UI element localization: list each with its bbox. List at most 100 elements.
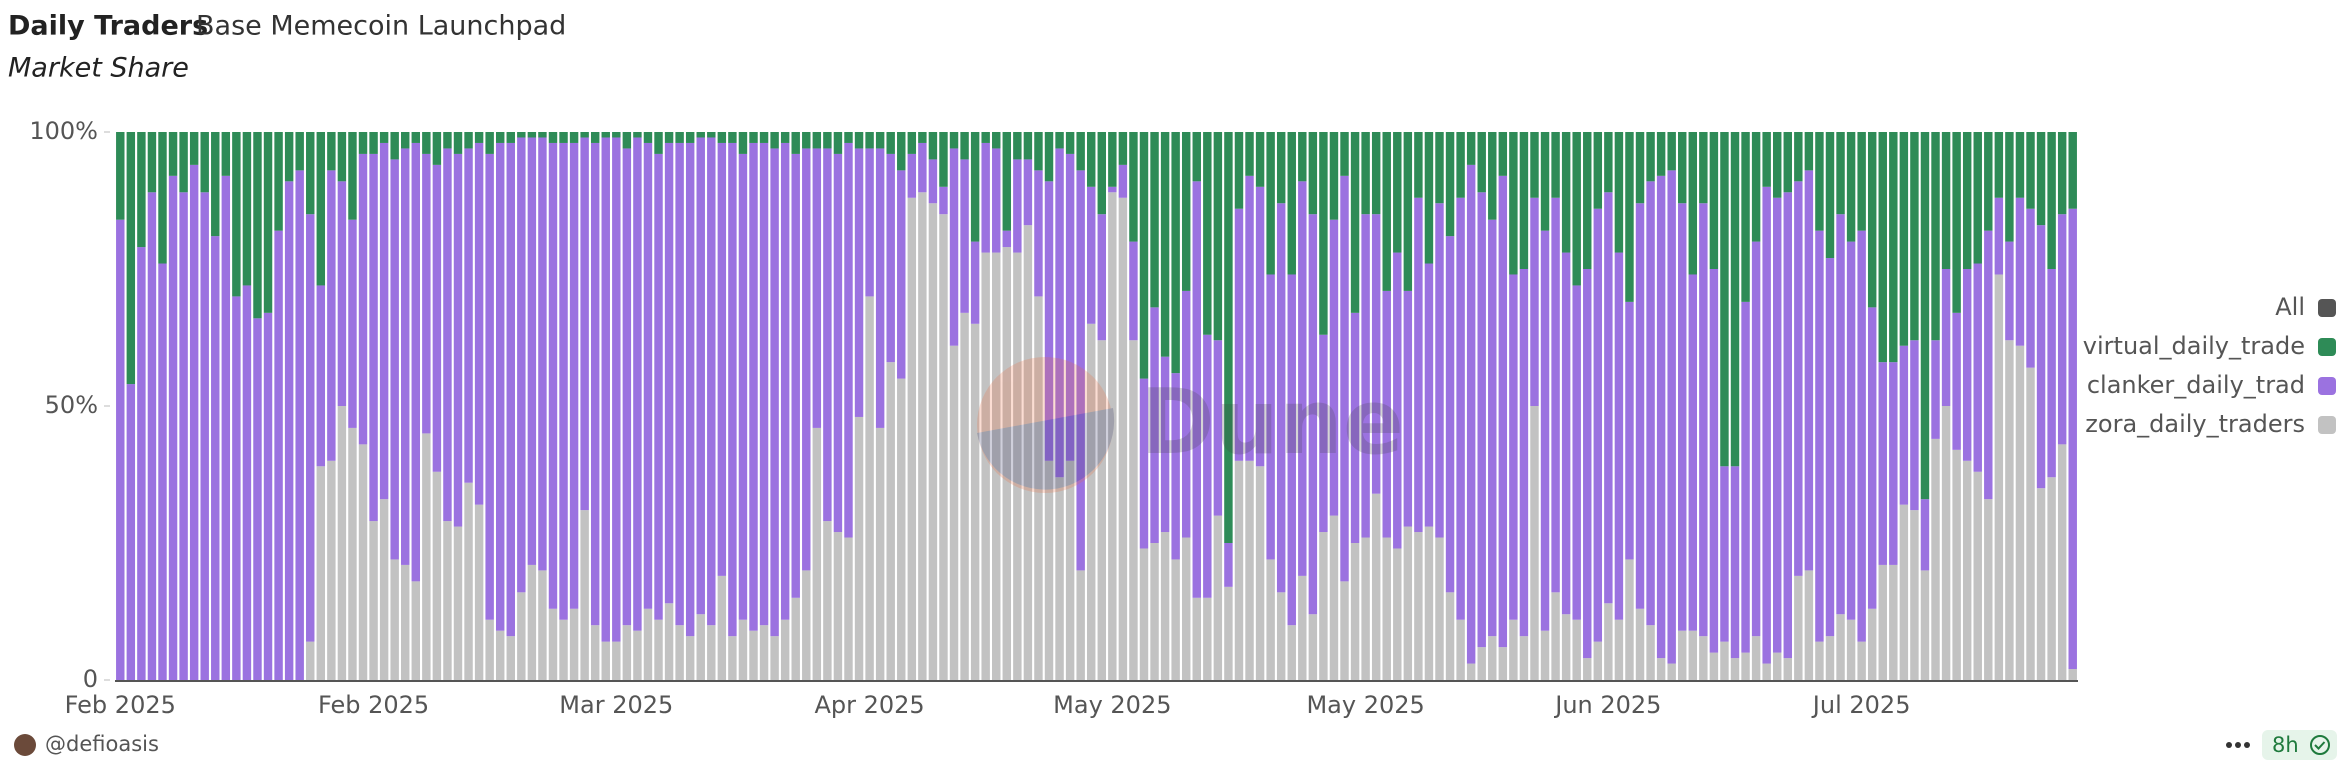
- bar-segment: [1276, 203, 1286, 593]
- bar-segment: [316, 466, 326, 680]
- bar-segment: [158, 263, 167, 680]
- bar-segment: [1583, 269, 1592, 659]
- bar-segment: [1899, 132, 1909, 346]
- bar-segment: [1920, 132, 1930, 500]
- bar-segment: [337, 181, 347, 406]
- bar-segment: [263, 312, 273, 680]
- bar-segment: [1941, 269, 1951, 406]
- bar-segment: [1730, 132, 1740, 467]
- bar-segment: [685, 142, 695, 637]
- bar-segment: [1213, 515, 1223, 680]
- bar-segment: [1234, 208, 1244, 461]
- bar-segment: [1192, 132, 1201, 182]
- bar-segment: [823, 521, 832, 680]
- bar-segment: [116, 132, 125, 220]
- bar-segment: [253, 132, 262, 319]
- bar-segment: [981, 252, 990, 680]
- bar-segment: [1445, 592, 1455, 680]
- bar-segment: [1181, 290, 1191, 538]
- bar-segment: [1340, 132, 1349, 176]
- bar-segment: [1234, 460, 1244, 680]
- bar-segment: [833, 153, 843, 533]
- bar-segment: [559, 132, 568, 143]
- bar-segment: [1709, 652, 1719, 680]
- bar-segment: [379, 499, 389, 680]
- bar-segment: [1678, 203, 1687, 631]
- bar-segment: [453, 132, 463, 154]
- bar-segment: [200, 132, 209, 193]
- bar-segment: [1772, 652, 1782, 680]
- bar-segment: [580, 137, 589, 511]
- bar-segment: [580, 510, 589, 680]
- bar-segment: [485, 153, 494, 620]
- bar-segment: [1583, 658, 1592, 680]
- bar-segment: [1308, 614, 1318, 680]
- bar-segment: [506, 142, 515, 637]
- bar-segment: [242, 132, 252, 286]
- bar-segment: [179, 132, 188, 193]
- legend-label[interactable]: All: [2275, 293, 2305, 321]
- bar-segment: [1002, 247, 1012, 680]
- bar-segment: [1160, 356, 1170, 533]
- bar-segment: [1150, 307, 1159, 543]
- x-tick-label: May 2025: [1306, 691, 1424, 719]
- bar-segment: [1604, 192, 1613, 604]
- bar-segment: [1424, 263, 1434, 527]
- bar-segment: [823, 148, 832, 522]
- bar-segment: [707, 137, 716, 626]
- bar-segment: [538, 137, 547, 571]
- legend-label[interactable]: clanker_daily_trad: [2087, 371, 2305, 399]
- bar-segment: [569, 132, 579, 143]
- legend-label[interactable]: virtual_daily_trade: [2083, 332, 2305, 360]
- bar-segment: [1308, 132, 1318, 215]
- bar-segment: [411, 142, 421, 582]
- bar-segment: [2036, 488, 2046, 680]
- author[interactable]: @defioasis: [45, 732, 159, 756]
- bar-segment: [1192, 181, 1201, 598]
- bar-segment: [1424, 526, 1434, 680]
- bar-segment: [601, 132, 610, 138]
- bar-segment: [1414, 132, 1423, 198]
- bar-segment: [918, 142, 927, 193]
- bar-segment: [812, 132, 822, 149]
- bar-segment: [1466, 164, 1476, 664]
- bar-segment: [886, 132, 895, 154]
- bar-segment: [1730, 658, 1740, 680]
- bar-segment: [738, 153, 748, 620]
- bar-segment: [474, 504, 484, 680]
- legend-label[interactable]: zora_daily_traders: [2085, 410, 2305, 438]
- bar-segment: [1213, 340, 1223, 516]
- bar-segment: [1920, 570, 1930, 680]
- bar-segment: [1741, 301, 1750, 653]
- bar-segment: [1952, 312, 1961, 450]
- bar-segment: [1867, 608, 1877, 680]
- bar-segment: [1466, 132, 1476, 165]
- bar-segment: [1488, 219, 1497, 637]
- y-tick-label: 0: [83, 665, 98, 693]
- bar-segment: [358, 132, 368, 154]
- bar-segment: [527, 564, 537, 680]
- bar-segment: [949, 345, 959, 680]
- bar-segment: [1498, 647, 1508, 680]
- bar-segment: [1213, 132, 1223, 341]
- bar-segment: [538, 570, 547, 680]
- bar-segment: [1635, 132, 1645, 204]
- bar-segment: [369, 132, 378, 154]
- bar-segment: [1361, 214, 1370, 538]
- bar-segment: [1751, 241, 1761, 637]
- bar-segment: [1846, 241, 1856, 620]
- bar-segment: [1530, 132, 1539, 198]
- bar-segment: [327, 132, 336, 171]
- bar-segment: [1519, 132, 1529, 269]
- bar-segment: [316, 285, 326, 467]
- bar-segment: [1076, 170, 1085, 571]
- bar-segment: [759, 142, 769, 626]
- bar-segment: [1952, 132, 1961, 313]
- bar-segment: [939, 132, 948, 187]
- bar-segment: [1783, 658, 1792, 680]
- more-menu[interactable]: [2226, 742, 2250, 748]
- bar-segment: [1203, 597, 1212, 680]
- bar-segment: [1709, 132, 1719, 269]
- bar-segment: [1488, 132, 1497, 220]
- bar-segment: [432, 471, 442, 680]
